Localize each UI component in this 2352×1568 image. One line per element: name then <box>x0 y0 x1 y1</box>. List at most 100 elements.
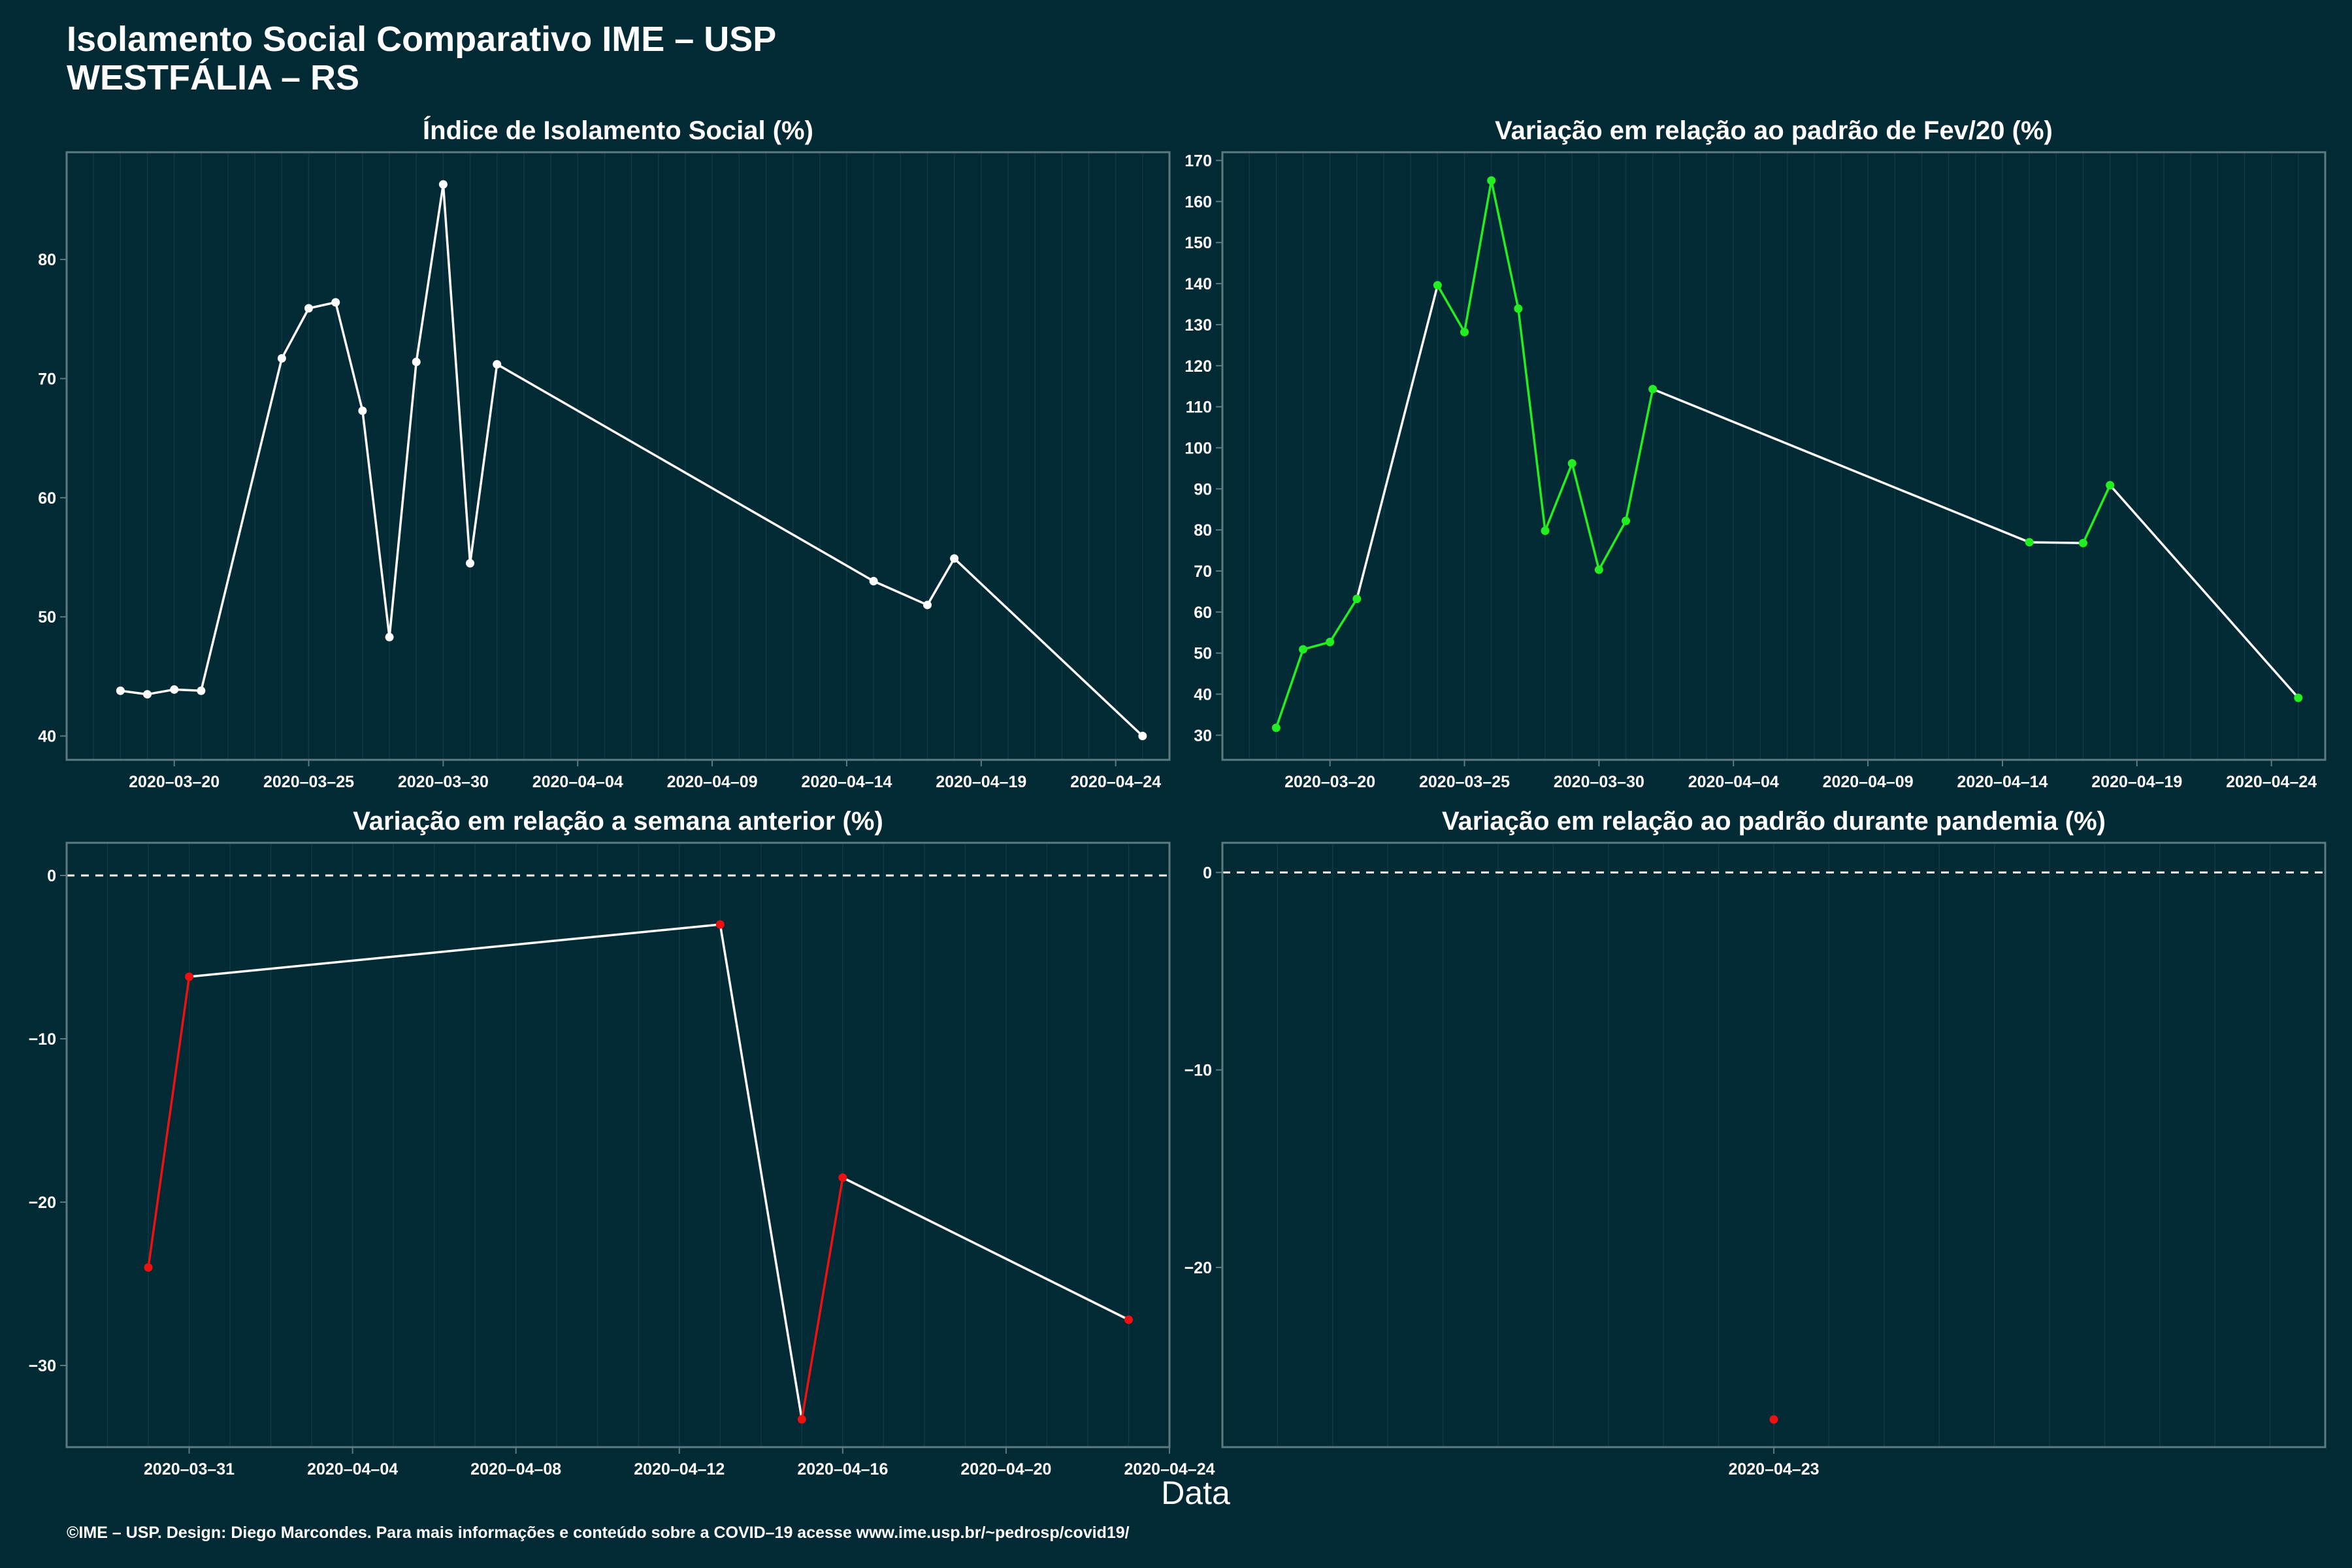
y-tick-label: 40 <box>38 728 56 746</box>
y-tick-label: 100 <box>1184 439 1212 457</box>
x-tick-label: 2020–04–16 <box>797 1460 888 1478</box>
series-line-segment <box>926 557 956 606</box>
series-line-segment <box>147 976 191 1268</box>
y-tick-label: 70 <box>38 370 56 388</box>
y-tick-label: 0 <box>1203 864 1212 882</box>
data-point <box>1124 1315 1133 1324</box>
x-tick-label: 2020–03–31 <box>144 1460 235 1478</box>
series-line-segment <box>280 308 310 359</box>
x-tick-label: 2020–04–09 <box>667 773 758 791</box>
data-point <box>1487 176 1496 185</box>
data-point <box>304 304 314 313</box>
data-point <box>2078 538 2087 547</box>
y-tick-label: 40 <box>1194 685 1212 704</box>
series-line-segment <box>873 580 928 606</box>
x-axis-label: Data <box>1161 1475 1230 1511</box>
series-line-segment <box>147 688 174 696</box>
main-title-line-1: Isolamento Social Comparativo IME – USP <box>67 20 776 59</box>
x-tick-label: 2020–04–19 <box>936 773 1026 791</box>
data-point <box>1567 459 1576 468</box>
x-tick-label: 2020–04–20 <box>960 1460 1051 1478</box>
x-tick-label: 2020–04–09 <box>1823 773 1914 791</box>
y-tick-label: 80 <box>38 251 56 269</box>
x-tick-label: 2020–04–24 <box>1124 1460 1215 1478</box>
series-line-segment <box>415 184 445 363</box>
panel-frame <box>65 841 1171 1448</box>
data-point <box>797 1415 806 1424</box>
series-line-segment <box>1597 520 1627 570</box>
panel-frame <box>1221 151 2327 761</box>
y-tick-label: 60 <box>38 489 56 508</box>
y-tick-label: 0 <box>47 867 56 885</box>
series-line-segment <box>953 557 1144 737</box>
data-point <box>923 600 932 610</box>
y-tick-label: 60 <box>1194 604 1212 622</box>
data-point <box>385 632 394 642</box>
data-point <box>2106 481 2115 490</box>
series-line-segment <box>1652 387 2030 544</box>
x-tick-label: 2020–04–04 <box>1688 773 1779 791</box>
panel-variation-previous-week: Variação em relação a semana anterior (%… <box>29 807 1215 1478</box>
series-line-segment <box>1303 640 1331 651</box>
footer-credits: ©IME – USP. Design: Diego Marcondes. Par… <box>67 1524 1130 1542</box>
series-line-segment <box>1463 180 1493 333</box>
series-line-segment <box>1517 308 1546 531</box>
y-tick-label: −20 <box>29 1194 56 1212</box>
data-point <box>1594 565 1603 574</box>
data-point <box>143 690 152 699</box>
series-line-segment <box>1544 463 1573 532</box>
x-tick-label: 2020–04–12 <box>634 1460 725 1478</box>
data-point <box>1514 304 1523 313</box>
data-point <box>277 353 286 363</box>
panel-title: Variação em relação ao padrão de Fev/20 … <box>1495 116 2053 145</box>
series-line-segment <box>1624 389 1654 521</box>
series-line-segment <box>1275 649 1305 728</box>
x-tick-label: 2020–04–08 <box>470 1460 561 1478</box>
data-point <box>116 686 125 695</box>
data-point <box>1541 526 1550 535</box>
data-point <box>2294 693 2303 702</box>
data-point <box>1622 516 1631 525</box>
x-tick-label: 2020–04–14 <box>1957 773 2048 791</box>
series-line-segment <box>2109 484 2300 699</box>
x-tick-label: 2020–04–04 <box>532 773 623 791</box>
series-line-segment <box>189 923 721 978</box>
data-point <box>838 1173 847 1182</box>
series-line-segment <box>442 184 472 564</box>
series-line-segment <box>174 688 201 692</box>
data-point <box>1352 595 1362 604</box>
series-line-segment <box>361 410 391 638</box>
data-point <box>1271 723 1281 732</box>
series-line-segment <box>1490 180 1520 309</box>
data-point <box>197 686 206 695</box>
data-point <box>869 576 878 585</box>
x-tick-label: 2020–03–30 <box>398 773 489 791</box>
panel-title: Variação em relação a semana anterior (%… <box>353 807 883 836</box>
data-point <box>466 559 475 568</box>
y-tick-label: 150 <box>1184 234 1212 252</box>
data-point <box>185 972 194 981</box>
series-line-segment <box>335 302 364 412</box>
series-line-segment <box>308 301 336 310</box>
data-point <box>1769 1415 1778 1424</box>
data-point <box>1326 638 1335 647</box>
panel-frame <box>65 151 1171 761</box>
panel-title: Índice de Isolamento Social (%) <box>423 116 813 145</box>
data-point <box>170 685 179 694</box>
series-line-segment <box>1436 284 1466 333</box>
y-tick-label: 70 <box>1194 563 1212 581</box>
series-line-segment <box>719 924 804 1420</box>
series-line-segment <box>468 364 498 564</box>
y-tick-label: 120 <box>1184 357 1212 376</box>
series-line-segment <box>1571 463 1601 570</box>
x-tick-label: 2020–04–04 <box>307 1460 398 1478</box>
x-tick-label: 2020–04–24 <box>1070 773 1161 791</box>
series-line-segment <box>1329 598 1358 643</box>
y-tick-label: 140 <box>1184 275 1212 293</box>
data-point <box>358 406 367 416</box>
data-point <box>715 920 725 929</box>
data-point <box>493 360 502 369</box>
y-tick-label: −10 <box>29 1030 56 1049</box>
